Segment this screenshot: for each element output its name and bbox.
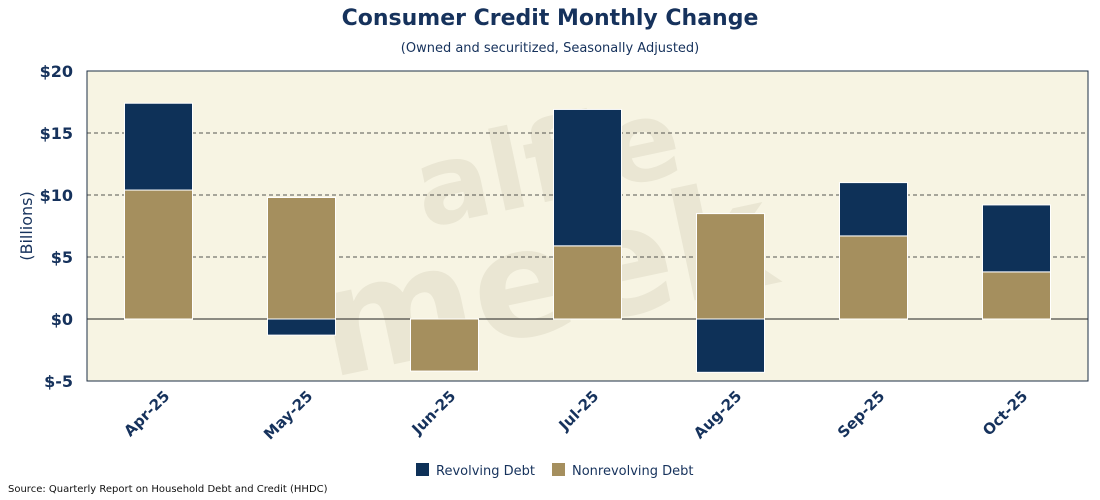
revolving-bar: [696, 318, 765, 373]
x-tick-label: Oct-25: [979, 387, 1031, 439]
x-tick-label: Sep-25: [834, 387, 888, 441]
y-tick-label: $0: [51, 310, 73, 329]
nonrevolving-bar: [696, 213, 765, 320]
nonrevolving-bar: [410, 318, 479, 372]
plot-border: [86, 70, 1089, 382]
nonrevolving-bar: [839, 235, 908, 320]
x-tick-label: Jul-25: [555, 387, 603, 435]
nonrevolving-bar: [982, 271, 1051, 320]
y-tick-label: $5: [51, 248, 73, 267]
nonrevolving-bar: [267, 196, 336, 320]
legend-label-nonrevolving: Nonrevolving Debt: [572, 464, 694, 479]
revolving-bar: [839, 182, 908, 237]
source-note: Source: Quarterly Report on Household De…: [8, 484, 328, 495]
revolving-bar: [124, 102, 193, 191]
x-tick-label: Apr-25: [120, 387, 173, 440]
legend-label-revolving: Revolving Debt: [436, 464, 535, 479]
nonrevolving-bar: [124, 189, 193, 320]
chart-title: Consumer Credit Monthly Change: [341, 6, 759, 31]
x-tick-label: May-25: [260, 387, 316, 443]
legend-swatch-revolving: [416, 463, 429, 476]
legend-swatch-nonrevolving: [552, 463, 565, 476]
chart-subtitle: (Owned and securitized, Seasonally Adjus…: [400, 41, 700, 56]
y-axis-label: (Billions): [17, 191, 36, 261]
y-tick-label: $20: [40, 62, 73, 81]
revolving-bar: [982, 204, 1051, 273]
nonrevolving-bar: [553, 245, 622, 320]
revolving-bar: [267, 318, 336, 336]
revolving-bar: [553, 108, 622, 247]
y-tick-label: $10: [40, 186, 73, 205]
y-tick-label: $-5: [44, 372, 73, 391]
x-tick-label: Aug-25: [690, 387, 745, 442]
y-tick-label: $15: [40, 124, 73, 143]
